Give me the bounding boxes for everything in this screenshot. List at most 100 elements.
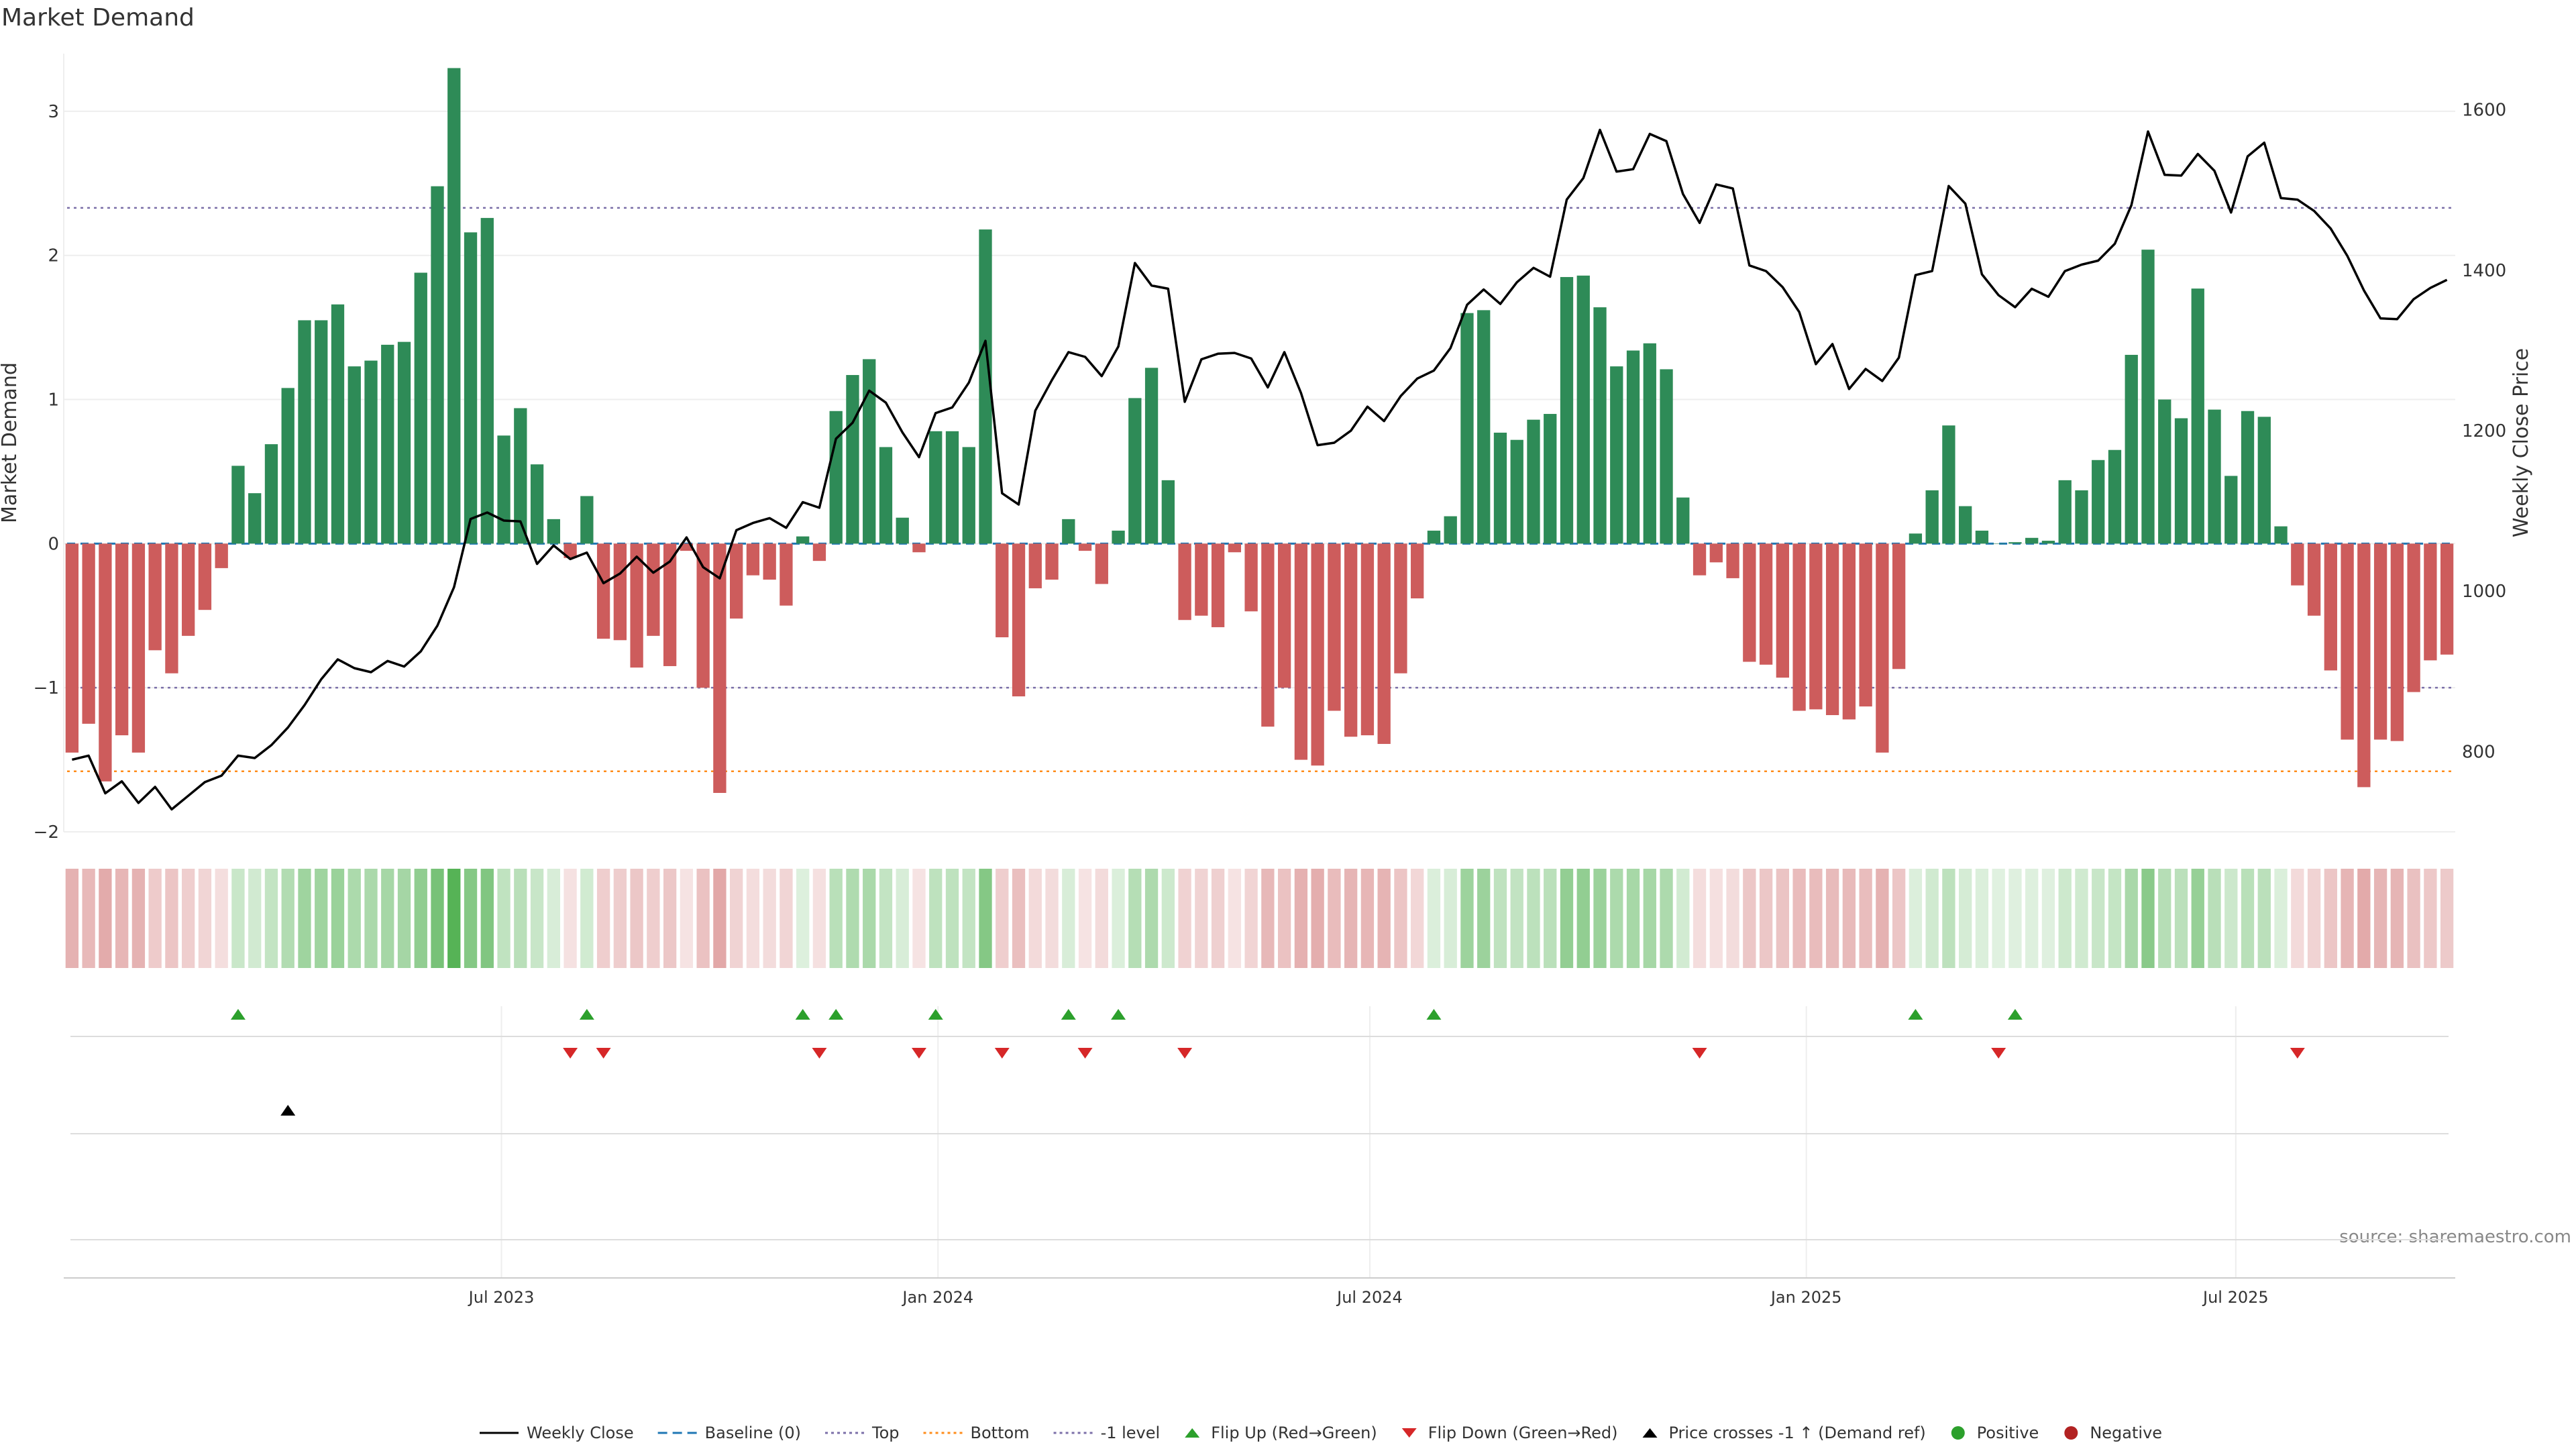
heat-cell-64 [1128, 869, 1142, 968]
bar-week-131 [2241, 411, 2255, 544]
heat-cell-21 [414, 869, 427, 968]
bar-week-104 [1792, 543, 1806, 711]
heat-cell-96 [1660, 869, 1673, 968]
legend-item-3: Bottom [923, 1424, 1030, 1442]
heat-cell-38 [696, 869, 710, 968]
heat-cell-32 [596, 869, 610, 968]
heat-cell-122 [2092, 869, 2105, 968]
heat-cell-45 [812, 869, 826, 968]
bar-week-46 [829, 411, 843, 544]
heat-cell-54 [962, 869, 975, 968]
heat-cell-56 [996, 869, 1009, 968]
heat-cell-33 [613, 869, 627, 968]
heat-cell-114 [1959, 869, 1972, 968]
bar-week-96 [1660, 369, 1673, 544]
heat-cell-9 [215, 869, 228, 968]
event-markers [230, 1009, 2305, 1116]
bar-week-53 [945, 431, 959, 544]
bar-week-16 [331, 304, 345, 544]
legend-label-3: Bottom [971, 1424, 1030, 1442]
heat-cell-138 [2357, 869, 2371, 968]
bar-week-48 [863, 359, 876, 544]
heat-cell-121 [2075, 869, 2088, 968]
bar-week-50 [896, 517, 909, 544]
heat-cell-136 [2324, 869, 2337, 968]
heat-cell-67 [1178, 869, 1191, 968]
bar-week-59 [1045, 543, 1059, 580]
y2-axis-label: Weekly Close Price [2510, 348, 2533, 537]
flip-up-marker-1 [579, 1009, 594, 1020]
bar-week-99 [1709, 543, 1723, 563]
heat-cell-24 [464, 869, 478, 968]
bar-week-67 [1178, 543, 1191, 621]
bar-week-55 [979, 229, 992, 544]
price-line-layer [71, 128, 2448, 811]
x-tick-label-3: Jan 2025 [1770, 1288, 1842, 1307]
heat-cell-85 [1477, 869, 1491, 968]
bar-week-87 [1510, 439, 1523, 544]
heat-cell-116 [1992, 869, 2005, 968]
y-tick-label-3: 1 [48, 390, 59, 411]
legend-label-6: Flip Down (Green→Red) [1428, 1424, 1618, 1442]
legend-swatch-6 [1401, 1428, 1417, 1438]
flip-up-marker-5 [1061, 1009, 1076, 1020]
bar-week-112 [1925, 490, 1939, 544]
bar-week-57 [1012, 543, 1026, 697]
heat-cell-50 [896, 869, 909, 968]
bar-week-95 [1643, 343, 1656, 544]
bar-week-100 [1726, 543, 1739, 578]
heat-cell-20 [397, 869, 411, 968]
bar-week-28 [530, 464, 544, 544]
heat-cell-48 [863, 869, 876, 968]
heat-cell-28 [530, 869, 544, 968]
flip-up-marker-8 [1908, 1009, 1923, 1020]
heat-cell-99 [1709, 869, 1723, 968]
y2-tick-label-1: 1000 [2462, 582, 2506, 602]
heat-cell-51 [912, 869, 926, 968]
bar-week-93 [1610, 366, 1623, 544]
bar-week-105 [1809, 543, 1823, 710]
bar-week-107 [1842, 543, 1856, 720]
heat-cell-62 [1095, 869, 1108, 968]
heat-cell-42 [763, 869, 776, 968]
legend-item-8: Positive [1951, 1424, 2039, 1442]
heat-cell-112 [1925, 869, 1939, 968]
bar-week-135 [2307, 543, 2321, 616]
heat-cell-36 [663, 869, 677, 968]
bar-week-18 [364, 360, 378, 544]
bar-week-24 [464, 232, 478, 544]
legend-label-8: Positive [1977, 1424, 2039, 1442]
heat-cell-16 [331, 869, 345, 968]
heat-cell-87 [1510, 869, 1523, 968]
legend-swatch-5 [1185, 1428, 1200, 1438]
bar-week-117 [2008, 542, 2022, 544]
y-tick-label-4: 2 [48, 246, 59, 266]
bar-week-79 [1377, 543, 1391, 744]
heat-cell-13 [281, 869, 294, 968]
bar-week-39 [713, 543, 727, 793]
bar-week-58 [1028, 543, 1042, 588]
bar-week-40 [730, 543, 743, 619]
bar-week-124 [2125, 354, 2138, 544]
legend-label-7: Price crosses -1 ↑ (Demand ref) [1669, 1424, 1926, 1442]
bar-week-52 [929, 431, 943, 544]
bar-week-116 [1992, 543, 2005, 544]
bar-week-56 [996, 543, 1009, 637]
heat-cell-5 [148, 869, 162, 968]
heat-cell-22 [431, 869, 444, 968]
flip-down-marker-3 [911, 1048, 926, 1059]
heat-cell-58 [1028, 869, 1042, 968]
bar-week-44 [796, 536, 810, 544]
heat-cell-46 [829, 869, 843, 968]
heat-cell-25 [480, 869, 494, 968]
bar-week-3 [115, 543, 129, 736]
heat-cell-70 [1228, 869, 1242, 968]
bar-week-77 [1344, 543, 1358, 737]
flip-up-marker-9 [2007, 1009, 2023, 1020]
heat-cell-2 [99, 869, 112, 968]
flip-up-marker-7 [1426, 1009, 1442, 1020]
legend-swatch-8 [1951, 1426, 1965, 1440]
heat-cell-100 [1726, 869, 1739, 968]
heat-cell-80 [1394, 869, 1407, 968]
legend-swatch-7 [1642, 1428, 1658, 1438]
